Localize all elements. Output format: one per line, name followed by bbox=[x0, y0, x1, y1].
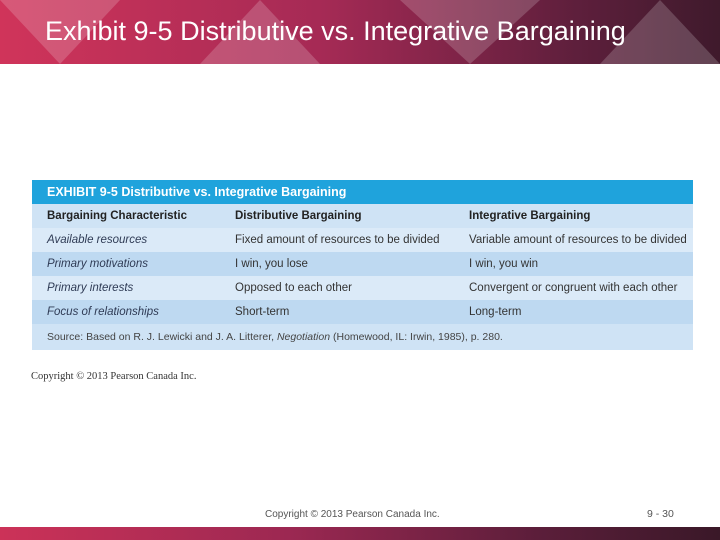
bottom-bar bbox=[0, 527, 720, 540]
table-header-row: Bargaining Characteristic Distributive B… bbox=[32, 204, 693, 228]
footer-copyright: Copyright © 2013 Pearson Canada Inc. bbox=[265, 509, 440, 520]
column-header: Bargaining Characteristic bbox=[47, 210, 187, 222]
source-note: Source: Based on R. J. Lewicki and J. A.… bbox=[32, 324, 693, 350]
integrative-cell: Variable amount of resources to be divid… bbox=[469, 234, 687, 246]
characteristic-cell: Primary motivations bbox=[47, 258, 148, 270]
distributive-cell: I win, you lose bbox=[235, 258, 308, 270]
title-bar: Exhibit 9-5 Distributive vs. Integrative… bbox=[0, 0, 720, 64]
column-header: Distributive Bargaining bbox=[235, 210, 362, 222]
table-row: Primary motivations I win, you lose I wi… bbox=[32, 252, 693, 276]
integrative-cell: I win, you win bbox=[469, 258, 539, 270]
exhibit-table-figure: EXHIBIT 9-5 Distributive vs. Integrative… bbox=[32, 180, 693, 350]
characteristic-cell: Available resources bbox=[47, 234, 148, 246]
source-book-title: Negotiation bbox=[276, 331, 331, 343]
source-prefix: Source: Based on R. J. Lewicki and J. A.… bbox=[47, 331, 277, 343]
table-row: Primary interests Opposed to each other … bbox=[32, 276, 693, 300]
distributive-cell: Short-term bbox=[235, 306, 290, 318]
source-suffix: (Homewood, IL: Irwin, 1985), p. 280. bbox=[330, 331, 503, 343]
decor-triangle bbox=[0, 0, 120, 64]
comparison-table: Bargaining Characteristic Distributive B… bbox=[32, 204, 693, 324]
slide-title: Exhibit 9-5 Distributive vs. Integrative… bbox=[45, 16, 626, 46]
exhibit-heading: EXHIBIT 9-5 Distributive vs. Integrative… bbox=[32, 180, 693, 204]
table-row: Focus of relationships Short-term Long-t… bbox=[32, 300, 693, 324]
exhibit-copyright: Copyright © 2013 Pearson Canada Inc. bbox=[31, 371, 197, 382]
characteristic-cell: Focus of relationships bbox=[47, 306, 159, 318]
integrative-cell: Convergent or congruent with each other bbox=[469, 282, 678, 294]
integrative-cell: Long-term bbox=[469, 306, 522, 318]
distributive-cell: Opposed to each other bbox=[235, 282, 352, 294]
column-header: Integrative Bargaining bbox=[469, 210, 591, 222]
table-row: Available resources Fixed amount of reso… bbox=[32, 228, 693, 252]
decor-triangle bbox=[400, 0, 540, 64]
distributive-cell: Fixed amount of resources to be divided bbox=[235, 234, 440, 246]
decor-triangle bbox=[600, 0, 720, 64]
characteristic-cell: Primary interests bbox=[47, 282, 134, 294]
decor-triangle bbox=[200, 0, 320, 64]
title-bar-decoration bbox=[0, 0, 720, 64]
slide-number: 9 - 30 bbox=[647, 508, 674, 520]
